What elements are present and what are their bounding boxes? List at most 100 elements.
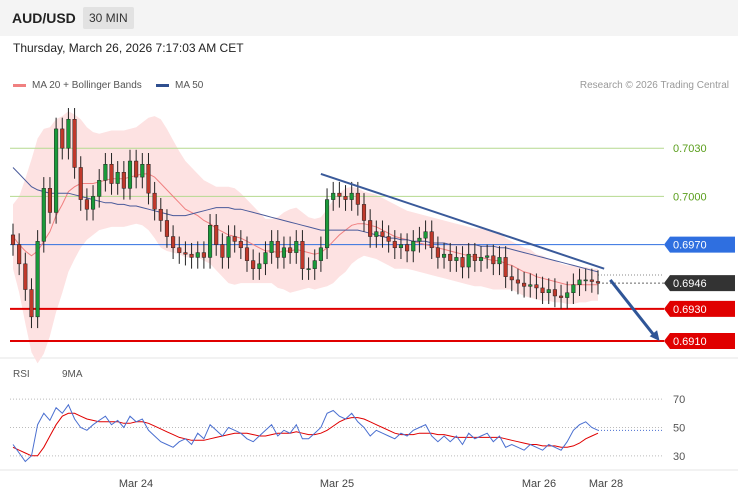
candle [405, 233, 410, 263]
candle-body [54, 128, 59, 213]
candle [10, 223, 16, 256]
candle-body [515, 279, 520, 284]
candle-body [411, 241, 416, 252]
candle-body [17, 244, 22, 265]
candle [238, 230, 243, 260]
candle-body [478, 257, 484, 261]
candle-body [460, 257, 465, 268]
x-tick-label: Mar 25 [320, 478, 354, 490]
candle [72, 108, 77, 179]
candle-body [109, 164, 114, 184]
timeframe-badge[interactable]: 30 MIN [83, 7, 134, 29]
candle-body [152, 192, 157, 210]
level-0.6946: 0.6946 [598, 275, 735, 292]
candle [417, 226, 422, 253]
candle [318, 236, 323, 272]
level-label: 0.7000 [673, 191, 707, 203]
candle [195, 241, 200, 269]
candle-body [368, 220, 373, 237]
rsi-line [12, 403, 599, 463]
candle-body [103, 164, 108, 181]
candle-body [251, 260, 256, 269]
candle [552, 278, 557, 308]
candle-body [552, 289, 557, 297]
candle [189, 242, 194, 269]
candle-body [571, 284, 576, 293]
level-label: 0.6970 [673, 240, 707, 252]
candle [146, 153, 151, 205]
candle [349, 181, 354, 211]
x-tick-label: Mar 26 [522, 478, 556, 490]
candle [226, 225, 231, 269]
candle [460, 246, 465, 279]
candle-body [595, 281, 601, 284]
candle-body [380, 231, 385, 237]
candle [158, 197, 163, 232]
candle-body [386, 236, 391, 242]
forecast-arrow-shaft [609, 278, 656, 337]
candle [454, 246, 459, 272]
candle-body [398, 244, 403, 249]
candle-body [281, 247, 286, 258]
candle-body [189, 253, 194, 258]
candle-body [84, 199, 89, 210]
candle-body [140, 164, 145, 178]
candle-body [534, 284, 539, 289]
legend-9ma-label: 9MA [62, 369, 83, 380]
candle [331, 181, 336, 211]
candle-body [392, 241, 397, 249]
candles [10, 108, 601, 329]
candle-body [540, 287, 545, 293]
rsi-tick-label: 50 [673, 423, 685, 435]
candle-body [429, 231, 434, 249]
candle [269, 230, 274, 264]
candle [220, 233, 225, 269]
candle-body [269, 241, 274, 253]
candle [263, 241, 268, 276]
candle [312, 249, 317, 280]
candle [121, 161, 126, 200]
candle-body [454, 257, 459, 261]
candle-body [466, 253, 471, 268]
candle [183, 241, 188, 266]
candle [91, 185, 96, 221]
candle [232, 225, 237, 253]
candle-body [522, 282, 527, 287]
level-label: 0.6910 [673, 336, 707, 348]
candle [583, 268, 588, 292]
candle-body [435, 247, 440, 258]
top-bar: AUD/USD 30 MIN [0, 0, 738, 36]
candle-body [546, 289, 551, 294]
candle [571, 273, 576, 304]
candle-body [201, 252, 206, 258]
forecast-arrow-head [649, 330, 660, 341]
candle [35, 230, 40, 329]
candle-body [72, 119, 77, 168]
level-tag [664, 275, 735, 292]
candle-body [497, 257, 502, 265]
candle [134, 149, 139, 189]
candle [244, 236, 250, 272]
candle-body [325, 199, 330, 249]
candle [515, 268, 520, 295]
candle [177, 236, 182, 264]
research-credit: Research © 2026 Trading Central [579, 80, 729, 91]
candle-body [238, 241, 243, 249]
level-0.7000: 0.7000 [10, 191, 707, 203]
level-0.7030: 0.7030 [10, 143, 707, 155]
candle [214, 214, 219, 256]
candle [306, 257, 311, 280]
candle [491, 244, 496, 276]
candle-body [214, 225, 219, 245]
level-tag [664, 332, 735, 349]
candle [47, 177, 52, 224]
candle [164, 209, 169, 248]
ma50-line [12, 167, 599, 273]
candle-body [97, 180, 102, 197]
candle-body [485, 255, 490, 258]
candle [152, 181, 157, 221]
candle-body [41, 188, 46, 242]
candle [294, 230, 299, 264]
candle-body [288, 247, 293, 253]
